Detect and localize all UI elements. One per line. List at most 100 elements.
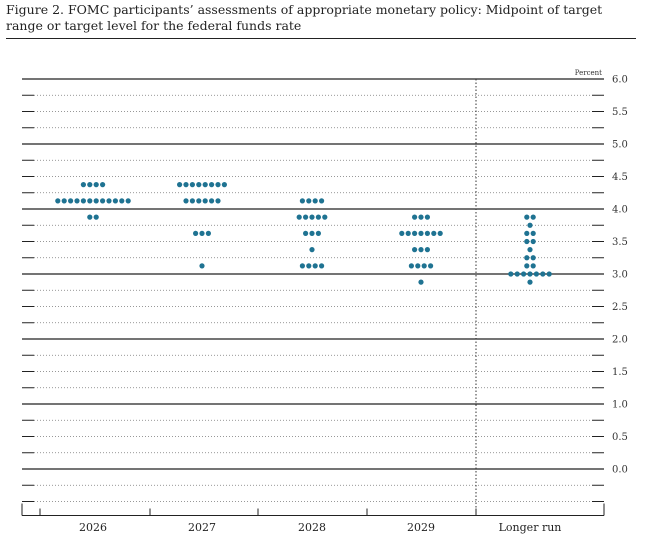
chart-title: Figure 2. FOMC participants’ assessments… xyxy=(6,2,603,33)
dot-point xyxy=(322,214,328,220)
x-category-label: 2028 xyxy=(298,521,326,534)
dot-point xyxy=(177,182,183,188)
dot-point xyxy=(424,214,430,220)
dot-point xyxy=(215,182,221,188)
dot-point xyxy=(193,230,199,236)
dot-point xyxy=(100,182,106,188)
dot-point xyxy=(309,230,315,236)
dot-point xyxy=(527,247,533,253)
y-tick-label: 2.5 xyxy=(612,302,628,313)
dot-point xyxy=(309,214,315,220)
dot-point xyxy=(68,198,74,204)
dot-point xyxy=(524,214,530,220)
dot-point xyxy=(215,198,221,204)
dot-point xyxy=(306,263,312,269)
dot-point xyxy=(418,230,424,236)
dot-point xyxy=(508,271,514,277)
dot-point xyxy=(80,182,86,188)
dot-point xyxy=(315,214,321,220)
dot-point xyxy=(319,263,325,269)
dot-point xyxy=(428,263,434,269)
x-category-label: Longer run xyxy=(499,521,562,534)
x-category-label: 2026 xyxy=(79,521,107,534)
dot-point xyxy=(199,230,205,236)
dot-point xyxy=(418,214,424,220)
dot-point xyxy=(196,198,202,204)
y-tick-label: 0.5 xyxy=(612,432,628,443)
dot-point xyxy=(112,198,118,204)
dot-point xyxy=(527,222,533,228)
dot-point xyxy=(530,263,536,269)
dot-point xyxy=(87,214,93,220)
dot-point xyxy=(299,198,305,204)
dot-point xyxy=(202,182,208,188)
dot-point xyxy=(87,198,93,204)
dot-point xyxy=(202,198,208,204)
y-tick-label: 6.0 xyxy=(612,75,628,86)
dot-point xyxy=(524,255,530,261)
dot-point xyxy=(221,182,227,188)
dot-point xyxy=(93,198,99,204)
y-tick-label: 4.5 xyxy=(612,172,628,183)
dot-point xyxy=(530,214,536,220)
dot-point xyxy=(196,182,202,188)
dot-point xyxy=(540,271,546,277)
dot-point xyxy=(309,247,315,253)
x-category-label: 2027 xyxy=(188,521,216,534)
y-tick-label: 2.0 xyxy=(612,335,628,346)
dot-point xyxy=(306,198,312,204)
dot-point xyxy=(521,271,527,277)
dot-point xyxy=(412,214,418,220)
dot-point xyxy=(524,238,530,245)
y-tick-label: 0.0 xyxy=(612,465,628,476)
dot-point xyxy=(530,230,536,236)
dot-point xyxy=(530,255,536,261)
dot-point xyxy=(514,271,520,277)
dot-point xyxy=(199,263,205,269)
dot-point xyxy=(80,198,86,204)
dot-point xyxy=(93,182,99,188)
dot-point xyxy=(408,263,414,269)
dot-point xyxy=(424,230,430,236)
dot-point xyxy=(209,182,215,188)
dot-point xyxy=(524,230,530,236)
dot-point xyxy=(106,198,112,204)
dot-point xyxy=(189,198,195,204)
dot-point xyxy=(87,182,93,188)
dot-point xyxy=(61,198,67,204)
dot-point xyxy=(55,198,61,204)
y-tick-label: 5.0 xyxy=(612,140,628,151)
y-tick-label: 5.5 xyxy=(612,107,628,118)
dot-point xyxy=(183,182,189,188)
frame-layer xyxy=(21,79,605,516)
dot-point xyxy=(524,263,530,269)
y-tick-label: 3.5 xyxy=(612,237,628,248)
dot-point xyxy=(412,247,418,253)
dot-point xyxy=(527,279,533,285)
dot-point xyxy=(421,263,427,269)
y-unit-label: Percent xyxy=(575,69,602,77)
dot-point xyxy=(93,214,99,220)
x-category-label: 2029 xyxy=(407,521,435,534)
y-tick-label: 1.5 xyxy=(612,367,628,378)
y-tick-label: 3.0 xyxy=(612,270,628,281)
dot-point xyxy=(315,230,321,236)
dot-point xyxy=(530,238,536,245)
dot-point xyxy=(424,247,430,253)
dot-point xyxy=(189,182,195,188)
dot-point xyxy=(209,198,215,204)
dot-point xyxy=(319,198,325,204)
dot-point xyxy=(405,230,411,236)
grid-layer xyxy=(22,78,604,502)
y-tick-label: 4.0 xyxy=(612,205,628,216)
dot-point xyxy=(205,230,211,236)
dot-point xyxy=(412,230,418,236)
dot-point xyxy=(418,247,424,253)
title-rule xyxy=(6,38,636,39)
dot-point xyxy=(415,263,421,269)
dot-point xyxy=(303,214,309,220)
dot-point xyxy=(125,198,131,204)
dot-point xyxy=(399,230,405,236)
dot-point xyxy=(312,263,318,269)
